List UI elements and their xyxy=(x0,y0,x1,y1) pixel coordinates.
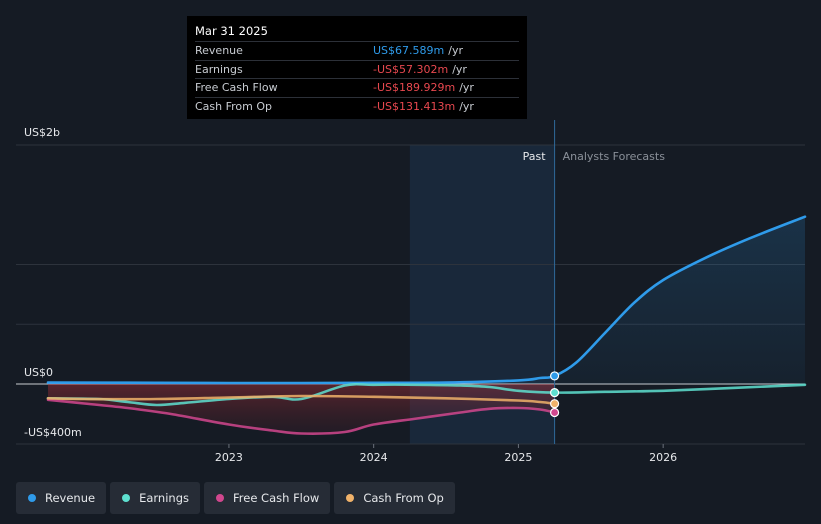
y-tick-label: US$2b xyxy=(24,126,60,139)
tooltip-row-value: US$67.589m xyxy=(373,44,445,57)
tooltip-row-label: Free Cash Flow xyxy=(195,81,278,94)
y-tick-label: -US$400m xyxy=(24,426,82,439)
marker-free-cash-flow xyxy=(549,407,560,418)
tooltip-row: Cash From Op -US$131.413m/yr xyxy=(195,96,519,116)
past-label: Past xyxy=(523,150,547,163)
endpoint-markers xyxy=(549,371,560,418)
legend-dot-icon xyxy=(28,494,36,502)
tooltip-row-value: -US$131.413m xyxy=(373,99,456,113)
tooltip-row-value: -US$57.302m xyxy=(373,62,449,76)
y-tick-label: US$0 xyxy=(24,366,53,379)
tooltip-row-unit: /yr xyxy=(459,81,474,94)
tooltip-row-label: Cash From Op xyxy=(195,99,273,113)
tooltip-row-label: Earnings xyxy=(195,62,243,76)
revenue-area xyxy=(48,216,805,384)
legend-label: Cash From Op xyxy=(363,491,444,505)
legend-label: Revenue xyxy=(45,491,96,505)
legend-label: Free Cash Flow xyxy=(233,491,320,505)
tooltip-row-unit: /yr xyxy=(452,62,467,76)
legend: Revenue Earnings Free Cash Flow Cash From O… xyxy=(16,482,455,516)
legend-item-cash-from-op[interactable]: Cash From Op xyxy=(334,482,455,514)
x-tick-label: 2024 xyxy=(360,451,388,464)
x-axis-labels: 2023 2024 2025 2026 xyxy=(215,444,677,464)
series-line-revenue xyxy=(46,215,807,385)
y-axis-labels: US$2b US$0 -US$400m xyxy=(24,126,82,439)
legend-dot-icon xyxy=(122,494,131,502)
tooltip-row: Earnings -US$57.302m/yr xyxy=(195,59,519,79)
x-tick-label: 2025 xyxy=(504,451,532,464)
negative-area xyxy=(48,384,555,434)
tooltip-date: Mar 31 2025 xyxy=(195,24,268,38)
legend-dot-icon xyxy=(346,494,355,502)
series-line-free-cash-flow xyxy=(46,398,556,435)
legend-label: Earnings xyxy=(139,491,189,505)
tooltip-row-label: Revenue xyxy=(195,44,243,57)
legend-item-earnings[interactable]: Earnings xyxy=(110,482,200,514)
legend-dot-icon xyxy=(216,494,224,502)
marker-revenue xyxy=(549,371,560,381)
x-tick-label: 2023 xyxy=(215,451,243,464)
x-tick-label: 2026 xyxy=(649,451,677,464)
legend-item-revenue[interactable]: Revenue xyxy=(16,482,107,514)
series-lines xyxy=(46,215,807,435)
series-line-earnings xyxy=(46,382,807,407)
forecast-label: Analysts Forecasts xyxy=(563,150,666,163)
tooltip-row: Free Cash Flow -US$189.929m/yr xyxy=(195,78,519,97)
tooltip-row: Revenue US$67.589m/yr xyxy=(195,41,519,60)
tooltip-row-unit: /yr xyxy=(448,44,463,57)
marker-cash-from-op xyxy=(549,399,560,409)
marker-earnings xyxy=(549,387,560,398)
tooltip-row-unit: /yr xyxy=(459,99,474,113)
area-fills xyxy=(48,216,805,434)
tooltip: Mar 31 2025 Revenue US$67.589m/yr Earnings… xyxy=(187,16,527,119)
tooltip-row-value: -US$189.929m xyxy=(373,81,456,94)
series-line-cash-from-op xyxy=(46,394,556,405)
legend-item-free-cash-flow[interactable]: Free Cash Flow xyxy=(204,482,331,514)
